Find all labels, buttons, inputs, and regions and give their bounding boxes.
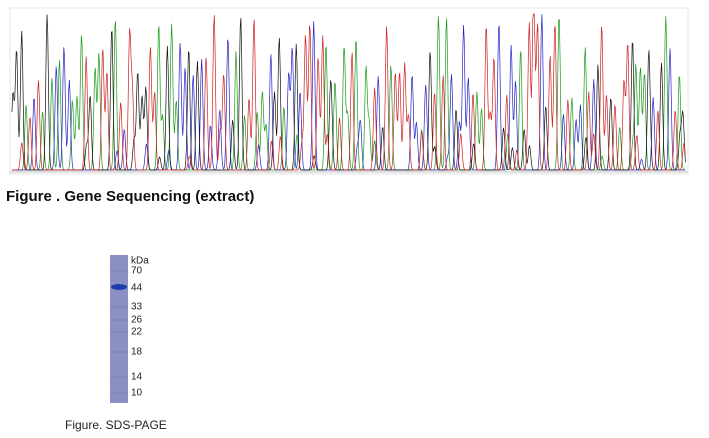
protein-band [111,284,127,290]
sds-page-caption: Figure. SDS-PAGE [65,418,167,432]
marker-label: 10 [131,388,143,399]
trace [12,13,686,171]
chromatogram [9,7,689,175]
marker-label: 14 [131,372,143,383]
marker-label: 18 [131,347,143,358]
marker-label: 44 [131,283,143,294]
marker-bands [110,270,128,394]
sequencing-caption: Figure . Gene Sequencing (extract) [6,188,255,205]
gel-lane [110,255,128,403]
unit-label: kDa [131,256,149,267]
sds-page-gel: kDa 70 44 33 26 22 18 14 10 [110,255,149,403]
traces [11,13,686,171]
marker-label: 33 [131,302,143,313]
marker-label: 26 [131,315,143,326]
marker-label: 70 [131,266,143,277]
marker-label: 22 [131,327,143,338]
